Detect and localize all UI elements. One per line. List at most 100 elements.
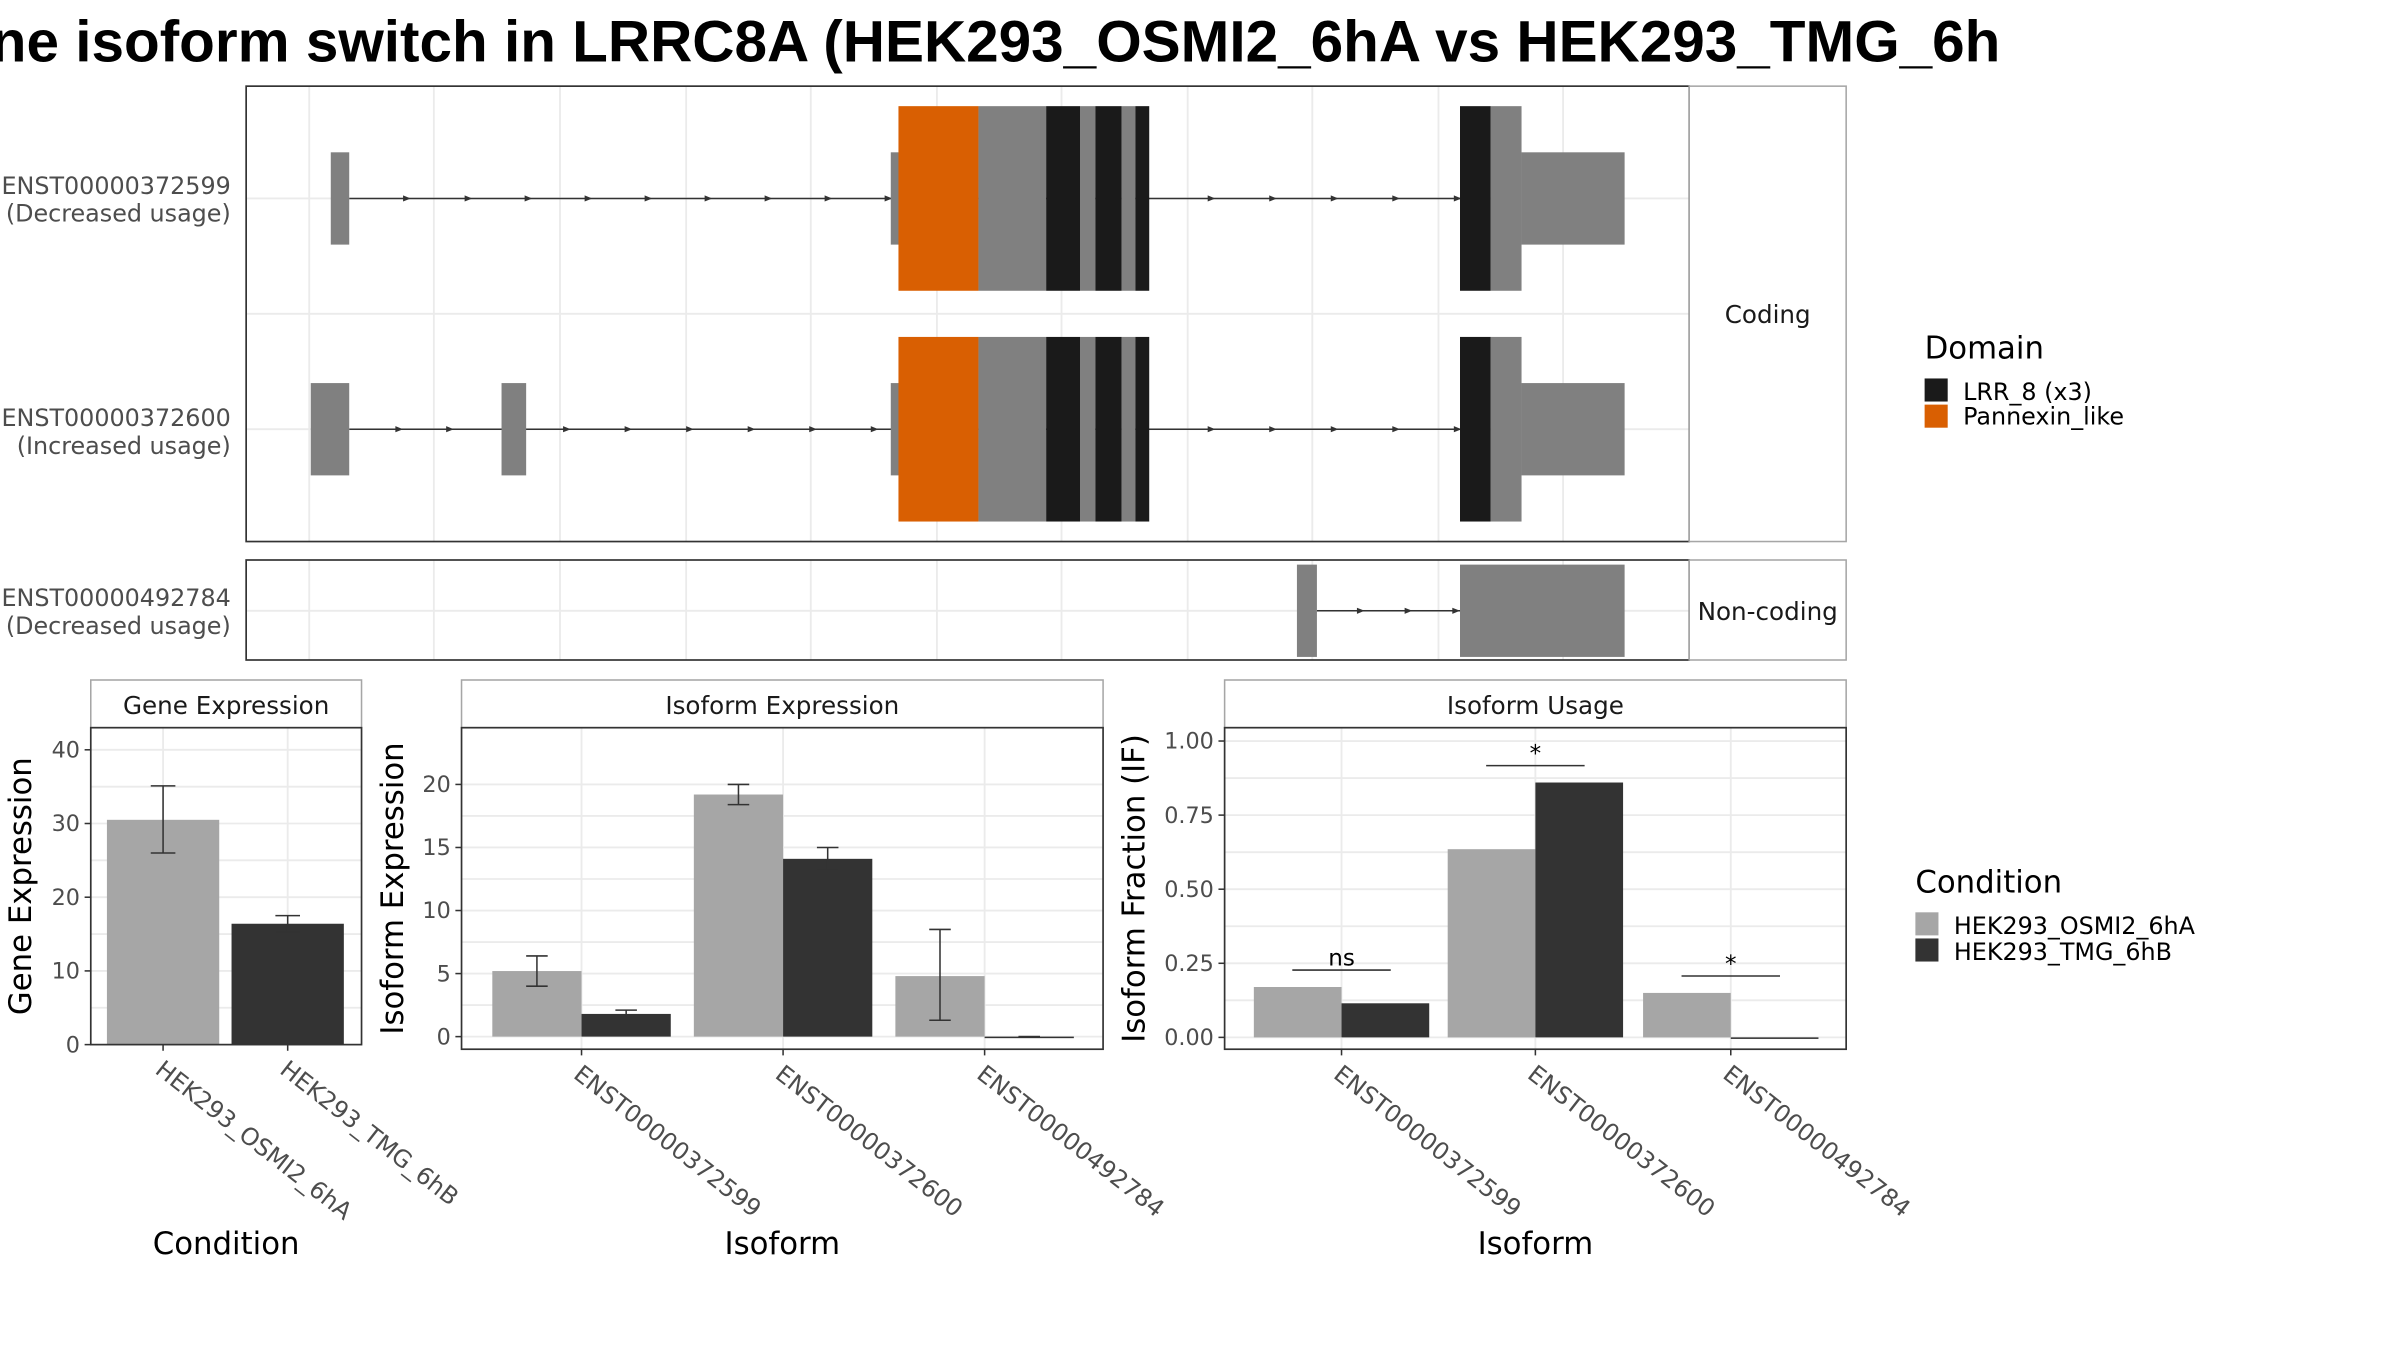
panel-strip-title: Isoform Usage [1447,691,1624,720]
noncoding-exon [1296,564,1317,657]
panel-strip-title: Isoform Expression [665,691,899,720]
lrr8-domain-block [1095,106,1122,291]
x-tick-label: ENST00000372599 [1329,1060,1527,1223]
bar-HEK293_TMG_6hB-ENST00000372599 [1341,1003,1430,1038]
y-tick-label: 0.25 [1164,951,1214,977]
bar-HEK293_OSMI2_6hA [106,819,220,1045]
transcript-ENST00000492784-model [1296,564,1625,657]
transcript-id-label: ENST00000372600 [1,404,230,432]
utr-exon [890,152,900,245]
x-axis-title: Condition [153,1226,300,1262]
lrr8-legend-label: LRR_8 (x3) [1963,378,2092,406]
x-tick-label: ENST00000372599 [569,1060,767,1223]
utr-exon [1521,152,1625,245]
cds-exon [1121,106,1136,291]
y-tick-label: 0.75 [1164,803,1214,829]
pannexin-legend-label: Pannexin_like [1963,403,2124,431]
transcript-ENST00000372600-model [310,336,1625,522]
y-tick-label: 0.00 [1164,1025,1214,1051]
lrr8-domain-block [1135,336,1150,522]
lrr8-domain-block [1459,336,1491,522]
osmi2-legend-label: HEK293_OSMI2_6hA [1954,912,2196,940]
cds-exon [978,336,1047,522]
lrr8-domain-block [1459,106,1491,291]
pannexin-domain-block [898,106,979,291]
coding-strip-label: Coding [1725,300,1811,329]
x-axis-title: Isoform [1478,1226,1594,1262]
significance-label: * [1530,741,1542,767]
cds-exon [1079,106,1096,291]
panel-frame [460,726,1104,1051]
bar-HEK293_OSMI2_6hA-ENST00000372600 [1447,849,1536,1038]
noncoding-strip-label: Non-coding [1698,597,1838,626]
transcript-panel-noncoding: Non-coding [245,559,1847,661]
noncoding-strip [1688,559,1847,661]
x-tick-label: ENST00000492784 [972,1060,1170,1223]
panel-strip [1223,679,1847,729]
y-axis-title: Gene Expression [3,757,39,1015]
transcript-row-labels: ENST00000372599 (Decreased usage) ENST00… [1,172,230,640]
x-axis-title: Isoform [725,1226,841,1262]
panel-strip-title: Gene Expression [123,691,329,720]
condition-legend-title: Condition [1915,864,2062,900]
utr-exon [330,152,350,245]
y-tick-label: 30 [52,811,80,837]
bar-HEK293_OSMI2_6hA-ENST00000372600 [693,794,784,1037]
transcript-usage-label: (Decreased usage) [6,612,231,640]
lrr8-domain-block [1135,106,1150,291]
cds-exon [1490,336,1522,522]
lrr8-domain-block [1046,336,1080,522]
y-tick-label: 15 [422,835,450,861]
bar-HEK293_TMG_6hB-ENST00000372599 [581,1013,671,1037]
utr-exon [501,383,527,476]
y-tick-label: 20 [422,772,450,798]
transcript-id-label: ENST00000372599 [1,172,230,200]
utr-exon [310,383,350,476]
y-tick-label: 1.00 [1164,729,1214,755]
lrr8-domain-block [1046,106,1080,291]
domain-legend: Domain LRR_8 (x3) Pannexin_like [1924,330,2124,431]
y-axis-title: Isoform Expression [375,742,411,1034]
cds-exon [1490,106,1522,291]
significance-label: ns [1328,945,1355,971]
y-tick-label: 10 [52,959,80,985]
x-tick-label: ENST00000372600 [1522,1060,1720,1223]
intron-arrows [403,195,1462,202]
x-tick-label: ENST00000492784 [1718,1060,1916,1223]
y-tick-label: 10 [422,898,450,924]
bar-HEK293_OSMI2_6hA-ENST00000372599 [1253,986,1342,1038]
osmi2-legend-swatch [1915,912,1939,936]
lrr8-legend-swatch [1924,378,1948,402]
bar-HEK293_TMG_6hB [231,923,344,1045]
transcript-usage-label: (Decreased usage) [6,200,231,228]
transcript-ENST00000372599-model [330,106,1625,291]
utr-exon [1521,383,1625,476]
bar-HEK293_TMG_6hB-ENST00000372600 [783,858,873,1037]
tmg-legend-label: HEK293_TMG_6hB [1954,938,2172,966]
y-tick-label: 0.50 [1164,877,1214,903]
bar-HEK293_TMG_6hB-ENST00000492784 [984,1036,1074,1039]
bar-HEK293_TMG_6hB-ENST00000372600 [1535,782,1624,1038]
panel-frame [89,726,363,1046]
utr-exon [890,383,900,476]
tmg-legend-swatch [1915,938,1939,962]
cds-exon [1079,336,1096,522]
y-axis-title: Isoform Fraction (IF) [1117,734,1153,1043]
intron-arrows [1356,607,1460,614]
intron-arrows [395,426,1462,433]
condition-legend: Condition HEK293_OSMI2_6hA HEK293_TMG_6h… [1915,864,2196,966]
coding-strip [1688,85,1847,543]
domain-legend-title: Domain [1925,330,2044,366]
noncoding-exon [1459,564,1625,657]
bar-HEK293_OSMI2_6hA-ENST00000492784 [1643,992,1731,1038]
isoform-expression-chart: Isoform Expression 0 5 10 15 20 ENST0000037259… [375,679,1170,1262]
cds-exon [1121,336,1136,522]
x-tick-label: ENST00000372600 [770,1060,968,1223]
panel-strip [460,679,1104,729]
pannexin-domain-block [898,336,979,522]
figure-title: ne isoform switch in LRRC8A (HEK293_OSMI… [0,10,2000,75]
isoform-usage-chart: Isoform Usage ns * * 0.00 0.25 0.50 0.75 1.00 ENS… [1117,679,1916,1262]
significance-label: * [1725,951,1737,977]
